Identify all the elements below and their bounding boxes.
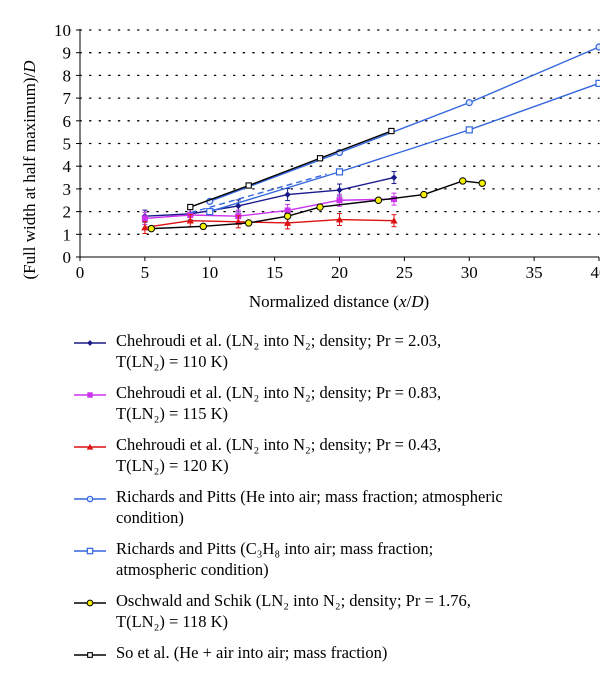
data-point — [87, 392, 92, 397]
legend-swatch — [72, 547, 108, 555]
data-point — [466, 127, 472, 133]
y-tick-label: 3 — [63, 180, 72, 199]
data-series — [141, 44, 600, 233]
y-tick-label: 10 — [54, 21, 71, 40]
legend-swatch — [72, 599, 108, 607]
legend-swatch — [72, 339, 108, 347]
y-tick-label: 4 — [63, 157, 72, 176]
data-point — [142, 215, 148, 221]
x-tick-label: 35 — [526, 263, 543, 282]
x-tick-label: 40 — [591, 263, 600, 282]
y-tick-label: 0 — [63, 248, 72, 267]
y-tick-label: 2 — [63, 203, 72, 222]
series-line — [145, 199, 394, 218]
data-point — [391, 174, 397, 180]
x-tick-label: 15 — [266, 263, 283, 282]
legend-swatch — [72, 495, 108, 503]
legend-label-cont: atmospheric condition) — [116, 559, 592, 580]
data-point — [317, 156, 322, 161]
legend-item: Richards and Pitts (He into air; mass fr… — [72, 486, 592, 528]
legend-label: Chehroudi et al. (LN₂ into N₂; density; … — [116, 434, 592, 455]
x-tick-label: 5 — [141, 263, 150, 282]
data-point — [460, 178, 466, 184]
series-line — [210, 83, 599, 211]
legend-label-cont: T(LN₂) = 110 K) — [116, 351, 592, 372]
legend-label: Chehroudi et al. (LN₂ into N₂; density; … — [116, 330, 592, 351]
data-point — [88, 653, 93, 658]
series-line — [145, 178, 394, 217]
legend-label-cont: T(LN₂) = 115 K) — [116, 403, 592, 424]
series-4 — [207, 44, 600, 204]
data-point — [596, 44, 600, 50]
tick-labels: 0510152025303540012345678910 — [54, 21, 600, 282]
data-point — [337, 169, 343, 175]
data-point — [148, 225, 154, 231]
x-tick-label: 30 — [461, 263, 478, 282]
chart-plot: 0510152025303540012345678910 (Full width… — [0, 0, 600, 325]
y-tick-label: 5 — [63, 135, 72, 154]
legend-label-cont: T(LN₂) = 118 K) — [116, 611, 592, 632]
x-axis-label: Normalized distance (x/D) — [249, 292, 429, 311]
data-point — [284, 213, 290, 219]
legend-label-cont: T(LN₂) = 120 K) — [116, 455, 592, 476]
y-tick-label: 1 — [63, 225, 72, 244]
data-point — [284, 191, 290, 197]
data-point — [421, 191, 427, 197]
legend-label-cont: condition) — [116, 507, 592, 528]
legend-label: So et al. (He + air into air; mass fract… — [116, 642, 592, 663]
legend-item: Chehroudi et al. (LN₂ into N₂; density; … — [72, 330, 592, 372]
legend-label: Chehroudi et al. (LN₂ into N₂; density; … — [116, 382, 592, 403]
y-axis-label: (Full width at half maximum)/D — [20, 60, 39, 280]
data-point — [87, 600, 93, 606]
y-tick-label: 9 — [63, 44, 72, 63]
series-line — [190, 131, 391, 207]
data-point — [87, 340, 93, 346]
legend-label: Oschwald and Schik (LN₂ into N₂; density… — [116, 590, 592, 611]
legend-label: Richards and Pitts (He into air; mass fr… — [116, 486, 592, 507]
data-point — [200, 223, 206, 229]
y-tick-label: 7 — [63, 89, 72, 108]
series-3 — [141, 214, 397, 234]
data-point — [246, 183, 251, 188]
x-tick-label: 25 — [396, 263, 413, 282]
legend-item: So et al. (He + air into air; mass fract… — [72, 642, 592, 663]
legend-swatch — [72, 651, 108, 659]
legend: Chehroudi et al. (LN₂ into N₂; density; … — [72, 330, 592, 673]
data-point — [245, 220, 251, 226]
legend-label: Richards and Pitts (C₃H₈ into air; mass … — [116, 538, 592, 559]
data-point — [188, 204, 193, 209]
legend-swatch — [72, 443, 108, 451]
x-tick-label: 20 — [331, 263, 348, 282]
data-point — [337, 197, 343, 203]
legend-swatch — [72, 391, 108, 399]
series-line — [145, 220, 394, 228]
legend-item: Oschwald and Schik (LN₂ into N₂; density… — [72, 590, 592, 632]
legend-item: Richards and Pitts (C₃H₈ into air; mass … — [72, 538, 592, 580]
x-tick-label: 0 — [76, 263, 85, 282]
y-tick-label: 6 — [63, 112, 72, 131]
legend-item: Chehroudi et al. (LN₂ into N₂; density; … — [72, 434, 592, 476]
x-tick-label: 10 — [201, 263, 218, 282]
data-point — [596, 80, 600, 86]
series-5 — [207, 80, 600, 214]
data-point — [87, 496, 92, 501]
data-point — [375, 197, 381, 203]
data-point — [87, 548, 92, 553]
data-point — [317, 204, 323, 210]
legend-item: Chehroudi et al. (LN₂ into N₂; density; … — [72, 382, 592, 424]
data-point — [466, 100, 472, 106]
data-point — [389, 128, 394, 133]
data-point — [207, 209, 213, 215]
y-tick-label: 8 — [63, 66, 72, 85]
data-point — [479, 180, 485, 186]
data-point — [336, 187, 342, 193]
